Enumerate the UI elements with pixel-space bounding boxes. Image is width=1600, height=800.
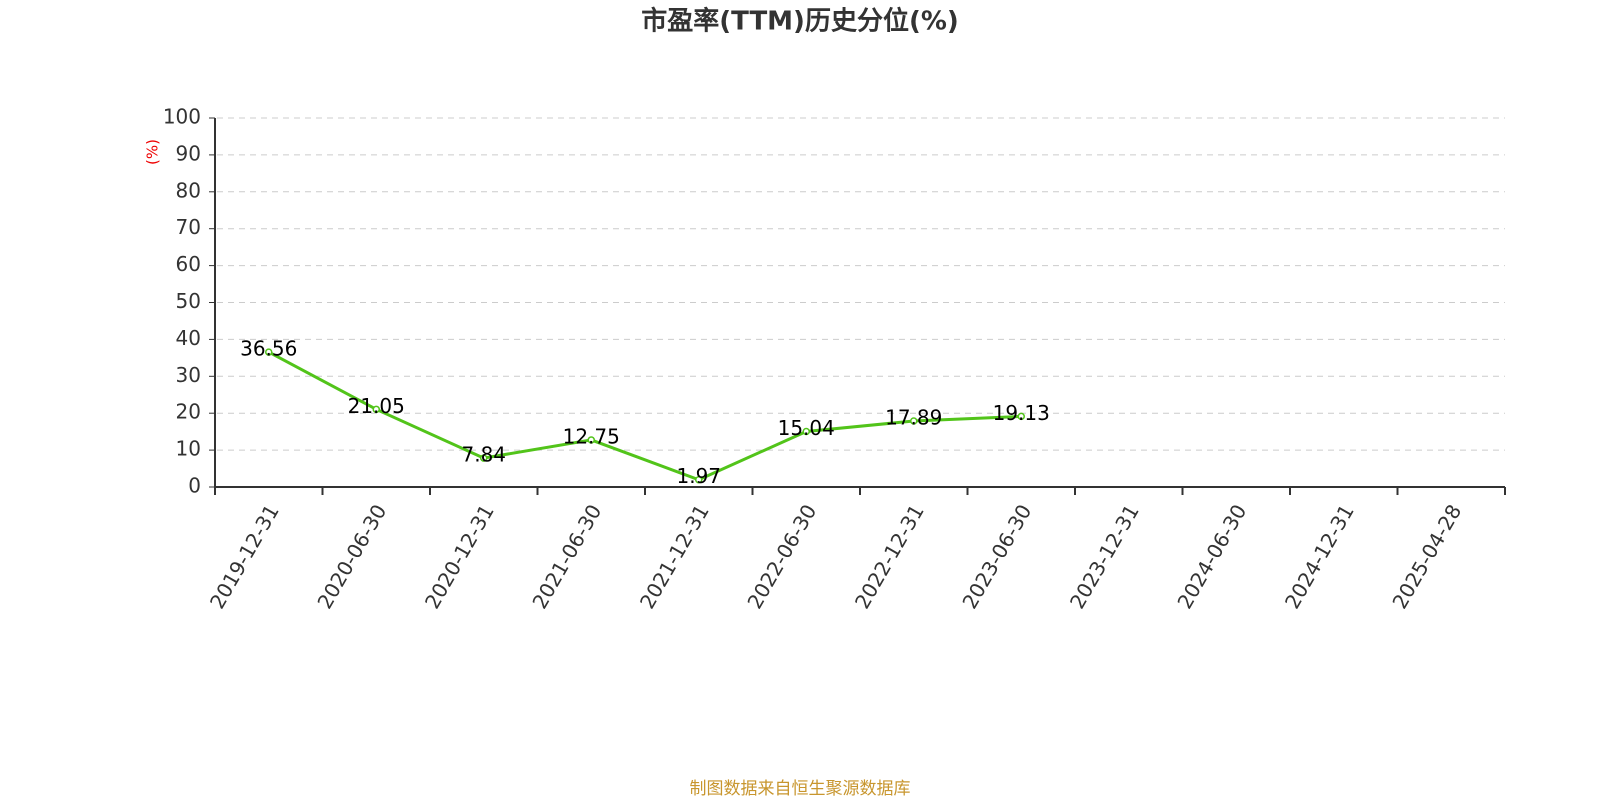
line [268,350,1022,482]
data-label: 19.13 [993,401,1050,425]
data-label: 36.56 [240,337,297,361]
x-tick-label: 2022-06-30 [742,500,821,613]
point [910,417,918,425]
x-tick-label: 2025-04-28 [1387,500,1466,613]
data-label: 12.75 [563,424,620,448]
x-tick-label: 2024-06-30 [1172,500,1251,613]
y-tick-label: 40 [176,326,201,350]
point [587,436,595,444]
x-tick-label: 2023-12-31 [1065,500,1144,613]
x-tick-label: 2021-12-31 [635,500,714,613]
y-tick-label: 80 [176,178,201,202]
y-tick-label: 50 [176,289,201,313]
point [372,405,380,414]
data-label: 21.05 [348,394,405,418]
data-label: 7.84 [461,443,506,467]
x-tick-label: 2020-06-30 [312,500,391,613]
point [265,348,273,356]
y-tick-label: 60 [176,252,201,276]
x-tick-label: 2020-12-31 [420,500,499,613]
x-tick-label: 2024-12-31 [1280,500,1359,613]
y-tick-label: 90 [176,141,201,165]
y-tick-label: 10 [176,437,201,461]
x-tick-label: 2022-12-31 [850,500,929,613]
x-tick-label: 2019-12-31 [205,500,284,613]
point [1017,412,1025,421]
y-axis-label: (%) [144,139,162,165]
y-tick-label: 20 [176,400,201,424]
point [695,475,703,484]
y-tick-label: 30 [176,363,201,387]
data-label: 17.89 [885,405,942,429]
point [802,427,810,436]
point [480,454,488,462]
source-note: 制图数据来自恒生聚源数据库 [690,779,911,799]
x-tick-label: 2023-06-30 [957,500,1036,613]
y-tick-label: 100 [163,105,201,129]
y-tick-label: 0 [188,474,201,498]
chart-title: 市盈率(TTM)历史分位(%) [641,6,959,37]
data-label: 1.97 [676,464,721,488]
data-label: 15.04 [778,416,835,440]
y-tick-label: 70 [176,215,201,239]
x-tick-label: 2021-06-30 [527,500,606,613]
